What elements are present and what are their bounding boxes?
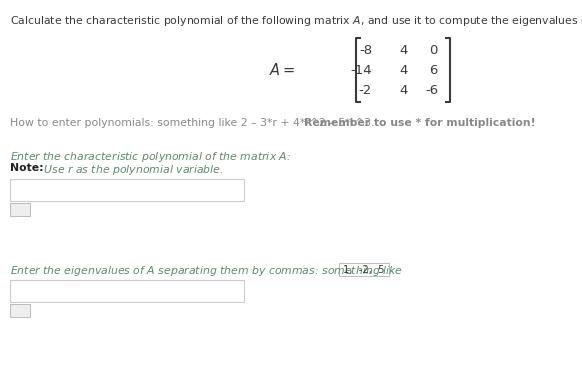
Text: 1,  -2,  5: 1, -2, 5 <box>343 264 385 275</box>
Text: 4: 4 <box>400 83 408 96</box>
Text: Use $\mathit{r}$ as the polynomial variable.: Use $\mathit{r}$ as the polynomial varia… <box>40 163 223 177</box>
FancyBboxPatch shape <box>10 203 30 216</box>
FancyBboxPatch shape <box>10 304 30 317</box>
Text: -6: -6 <box>425 83 438 96</box>
Text: 4: 4 <box>400 44 408 57</box>
FancyBboxPatch shape <box>339 263 389 276</box>
Text: -2: -2 <box>359 83 372 96</box>
Text: 0: 0 <box>430 44 438 57</box>
Text: 4: 4 <box>400 64 408 77</box>
Text: Enter the characteristic polynomial of the matrix $\mathit{A}$:: Enter the characteristic polynomial of t… <box>10 150 291 164</box>
Text: How to enter polynomials: something like 2 – 3*r + 4*r^2 – 5*r^3.: How to enter polynomials: something like… <box>10 118 378 128</box>
Text: .: . <box>390 264 393 274</box>
FancyBboxPatch shape <box>10 280 244 302</box>
Text: $\mathit{A}=$: $\mathit{A}=$ <box>269 62 295 78</box>
Text: -8: -8 <box>359 44 372 57</box>
Text: Calculate the characteristic polynomial of the following matrix $\mathit{A}$, an: Calculate the characteristic polynomial … <box>10 14 582 28</box>
Text: Note:: Note: <box>10 163 44 173</box>
Text: -14: -14 <box>350 64 372 77</box>
Text: Enter the eigenvalues of $\mathit{A}$ separating them by commas: something like: Enter the eigenvalues of $\mathit{A}$ se… <box>10 264 403 278</box>
Text: Remember to use * for multiplication!: Remember to use * for multiplication! <box>304 118 535 128</box>
Text: 6: 6 <box>430 64 438 77</box>
FancyBboxPatch shape <box>10 179 244 201</box>
